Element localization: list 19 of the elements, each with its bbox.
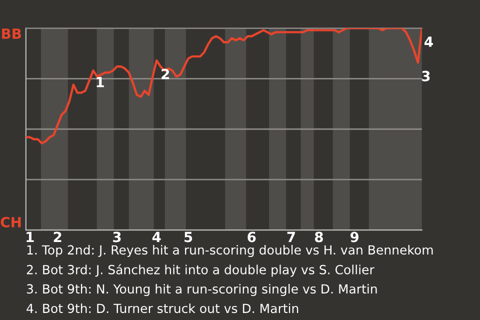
x-tick-label: 5 [184, 232, 192, 242]
x-tick-label: 1 [26, 232, 34, 242]
x-tick-label: 7 [287, 232, 295, 242]
text: 2. Bot 3rd: J. Sánchez hit into a double play vs S. Collier [26, 264, 374, 277]
text: 3. Bot 9th: N. Young hit a run-scoring single vs D. Martin [26, 284, 377, 296]
x-tick-label: 8 [314, 232, 323, 242]
x-tick-label: 6 [248, 232, 256, 242]
x-tick-label: 2 [54, 232, 62, 242]
text: CH [0, 216, 21, 228]
text: 3 [422, 70, 430, 82]
x-tick-label: 9 [350, 232, 359, 242]
text: BB [2, 28, 21, 39]
x-tick-label: 3 [113, 232, 121, 242]
text: 4 [424, 36, 433, 47]
annotation: 2 [162, 68, 170, 80]
text: 4. Bot 9th: D. Turner struck out vs D. Martin [26, 303, 298, 314]
text: 1. Top 2nd: J. Reyes hit a run-scoring double vs H. van Bennekom [27, 244, 433, 258]
x-tick-label: 4 [152, 232, 161, 242]
annotation: 1 [96, 77, 104, 88]
